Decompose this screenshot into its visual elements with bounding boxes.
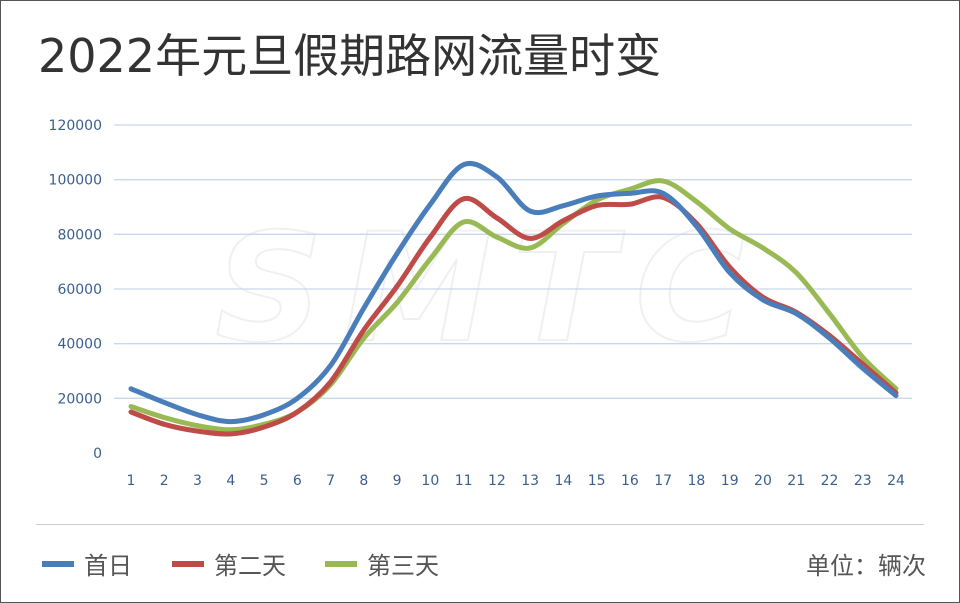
- x-tick-label: 8: [359, 473, 368, 489]
- x-tick-label: 22: [821, 473, 839, 489]
- legend-item: 第二天: [172, 546, 286, 581]
- x-tick-label: 3: [193, 473, 202, 489]
- y-tick-label: 0: [93, 446, 102, 462]
- legend-swatch: [172, 560, 204, 567]
- x-tick-label: 6: [293, 473, 302, 489]
- y-tick-label: 120000: [49, 118, 102, 134]
- x-tick-label: 1: [127, 473, 136, 489]
- divider: [36, 524, 924, 525]
- x-tick-label: 18: [688, 473, 706, 489]
- x-tick-label: 14: [554, 473, 572, 489]
- y-tick-label: 100000: [49, 173, 102, 189]
- legend-label: 第二天: [214, 552, 286, 580]
- x-tick-label: 9: [393, 473, 402, 489]
- x-tick-label: 4: [226, 473, 235, 489]
- y-tick-label: 20000: [57, 391, 102, 407]
- x-tick-label: 24: [887, 473, 905, 489]
- legend-label: 首日: [84, 552, 132, 580]
- x-tick-label: 5: [260, 473, 269, 489]
- legend-swatch: [325, 560, 357, 567]
- series-line-首日: [128, 161, 899, 425]
- legend-label: 第三天: [367, 552, 439, 580]
- x-tick-label: 11: [455, 473, 473, 489]
- x-tick-label: 10: [421, 473, 439, 489]
- x-tick-label: 12: [488, 473, 506, 489]
- x-tick-label: 13: [521, 473, 539, 489]
- unit-label: 单位：辆次: [806, 552, 926, 580]
- x-tick-label: 15: [588, 473, 606, 489]
- legend-item: 首日: [42, 546, 132, 581]
- series-line-第三天: [128, 178, 899, 433]
- chart-title: 2022年元旦假期路网流量时变: [38, 29, 662, 83]
- x-tick-label: 17: [654, 473, 672, 489]
- y-tick-label: 60000: [57, 282, 102, 298]
- y-tick-label: 40000: [57, 337, 102, 353]
- legend-swatch: [42, 560, 74, 567]
- x-tick-label: 23: [854, 473, 872, 489]
- legend-item: 第三天: [325, 546, 439, 581]
- y-tick-label: 80000: [57, 227, 102, 243]
- x-tick-label: 20: [754, 473, 772, 489]
- x-tick-label: 19: [721, 473, 739, 489]
- x-tick-label: 21: [787, 473, 805, 489]
- x-tick-label: 2: [160, 473, 169, 489]
- x-tick-label: 16: [621, 473, 639, 489]
- x-tick-label: 7: [326, 473, 335, 489]
